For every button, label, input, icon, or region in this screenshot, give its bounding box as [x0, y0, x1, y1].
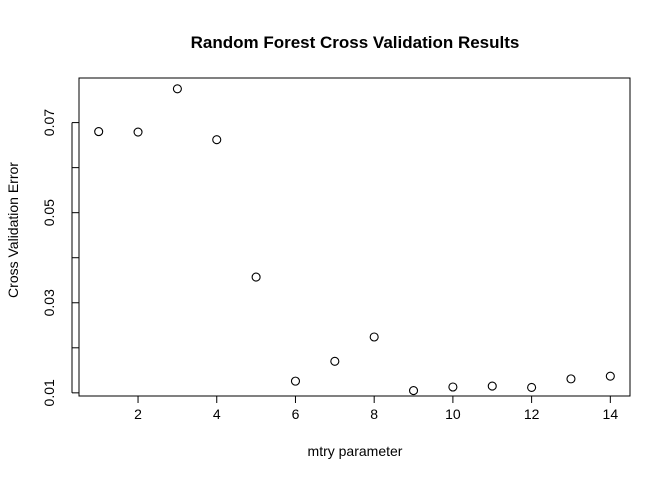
data-point [172, 84, 182, 94]
y-tick-label: 0.01 [41, 379, 57, 406]
x-tick-label: 2 [134, 406, 142, 422]
data-point [330, 356, 340, 366]
x-axis-label: mtry parameter [308, 443, 403, 459]
x-tick-label: 12 [524, 406, 540, 422]
y-tick-label: 0.05 [41, 199, 57, 226]
x-axis: 2 4 6 8 10 12 14 [134, 395, 619, 422]
x-tick-label: 10 [445, 406, 461, 422]
plot-frame [78, 77, 631, 397]
data-point [605, 371, 615, 381]
x-tick-label: 8 [370, 406, 378, 422]
data-points [94, 84, 615, 396]
data-point [290, 376, 301, 386]
x-tick-label: 6 [292, 406, 300, 422]
data-point [566, 374, 576, 384]
x-tick-label: 14 [603, 406, 619, 422]
data-point [487, 381, 497, 391]
data-point [527, 382, 537, 392]
data-point [212, 135, 222, 145]
data-point [448, 382, 458, 392]
y-tick-label: 0.07 [41, 109, 57, 136]
x-tick-label: 4 [213, 406, 221, 422]
data-point [369, 332, 379, 342]
y-axis-label: Cross Validation Error [5, 162, 21, 298]
y-axis: 0.01 0.03 0.05 0.07 [41, 109, 79, 406]
y-tick-label: 0.03 [41, 289, 57, 316]
data-point [251, 272, 261, 282]
data-point [408, 386, 419, 396]
data-point [133, 127, 143, 137]
data-point [94, 127, 104, 137]
chart-title: Random Forest Cross Validation Results [191, 33, 520, 52]
